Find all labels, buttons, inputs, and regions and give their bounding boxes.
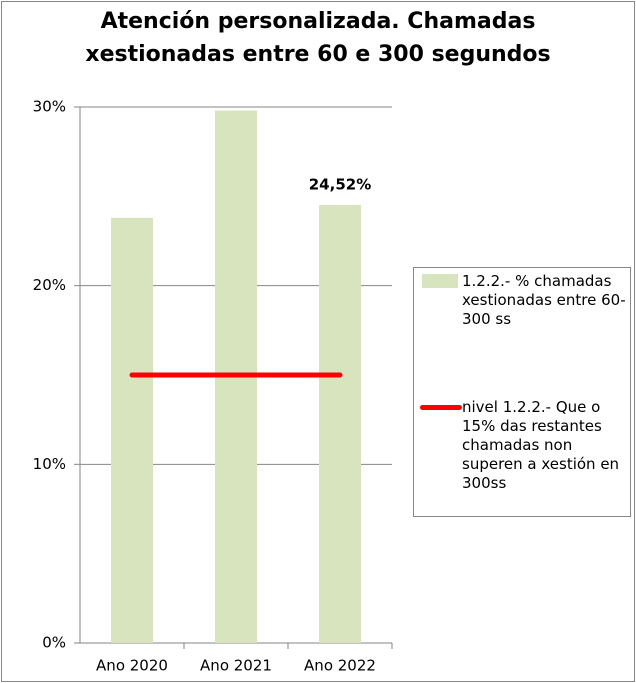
- bar: [111, 217, 153, 644]
- y-tick-label: 30%: [33, 98, 66, 116]
- legend: 1.2.2.- % chamadas xestionadas entre 60-…: [413, 267, 631, 517]
- legend-swatch: [420, 405, 462, 410]
- legend-label: 1.2.2.- % chamadas xestionadas entre 60-…: [462, 272, 626, 328]
- data-label: 24,52%: [309, 175, 371, 193]
- y-tick-label: 10%: [33, 455, 66, 473]
- bar: [319, 204, 361, 643]
- legend-swatch: [422, 274, 458, 288]
- x-tick-label: Ano 2020: [96, 657, 168, 675]
- y-tick-label: 20%: [33, 276, 66, 294]
- y-tick-label: 0%: [42, 634, 66, 652]
- x-tick-label: Ano 2022: [304, 657, 376, 675]
- x-tick-label: Ano 2021: [200, 657, 272, 675]
- chart-title: Atención personalizada. Chamadas xestion…: [85, 9, 551, 67]
- legend-label: nivel 1.2.2.- Que o 15% das restantes ch…: [462, 398, 620, 492]
